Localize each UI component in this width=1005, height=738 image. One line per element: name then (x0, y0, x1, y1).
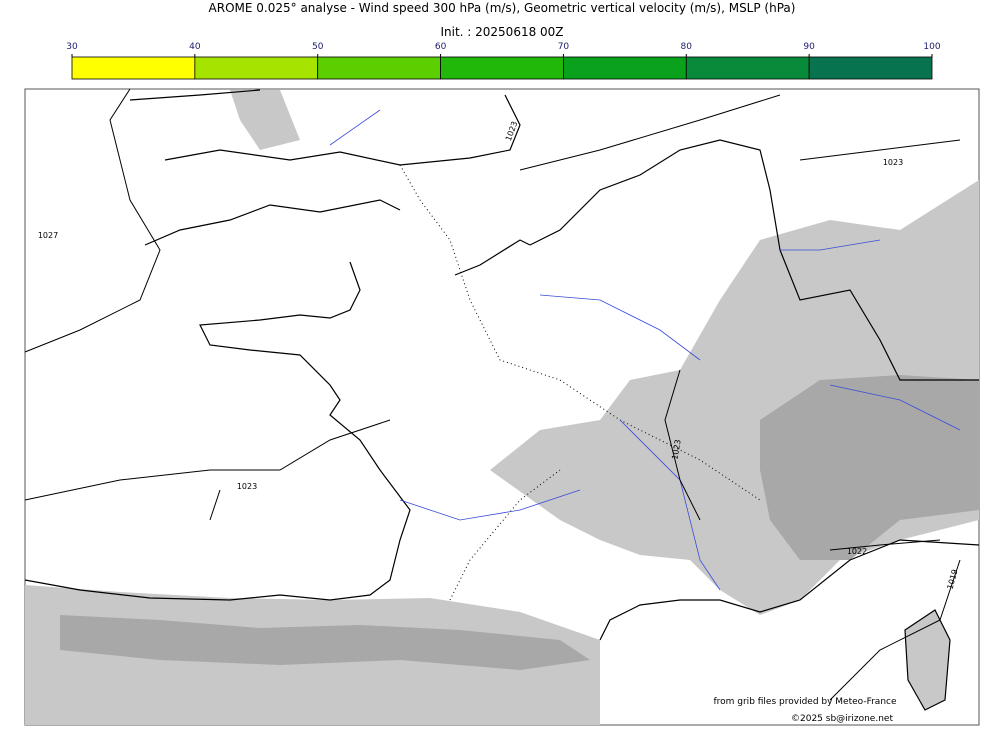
subtitle: Init. : 20250618 00Z (440, 25, 563, 39)
isobar-label: 1023 (670, 439, 682, 461)
colorbar-segment (194, 56, 319, 80)
colorbar-tick-label: 70 (558, 42, 570, 52)
isobar-label: 1023 (237, 482, 257, 491)
credit: from grib files provided by Meteo-France (713, 697, 896, 707)
colorbar: 30 40 50 60 70 80 90 100 (66, 42, 941, 80)
isobar-label: 1027 (38, 231, 58, 240)
colorbar-tick-label: 80 (681, 42, 693, 52)
colorbar-segment (440, 56, 564, 80)
colorbar-tick-label: 50 (312, 42, 324, 52)
colorbar-segment (808, 56, 933, 80)
colorbar-tick-label: 40 (189, 42, 201, 52)
title: AROME 0.025° analyse - Wind speed 300 hP… (209, 1, 796, 15)
colorbar-tick-label: 90 (803, 42, 815, 52)
colorbar-segment (685, 56, 810, 80)
map-body (24, 88, 980, 725)
colorbar-segment (563, 56, 687, 80)
colorbar-segment (317, 56, 441, 80)
colorbar-tick-label: 30 (66, 42, 78, 52)
colorbar-tick-label: 100 (923, 42, 940, 52)
credit: ©2025 sb@irizone.net (791, 714, 893, 724)
isobar-label: 1023 (883, 158, 903, 167)
colorbar-segment (71, 56, 196, 80)
colorbar-tick-label: 60 (435, 42, 447, 52)
isobar-label: 1022 (847, 547, 867, 556)
